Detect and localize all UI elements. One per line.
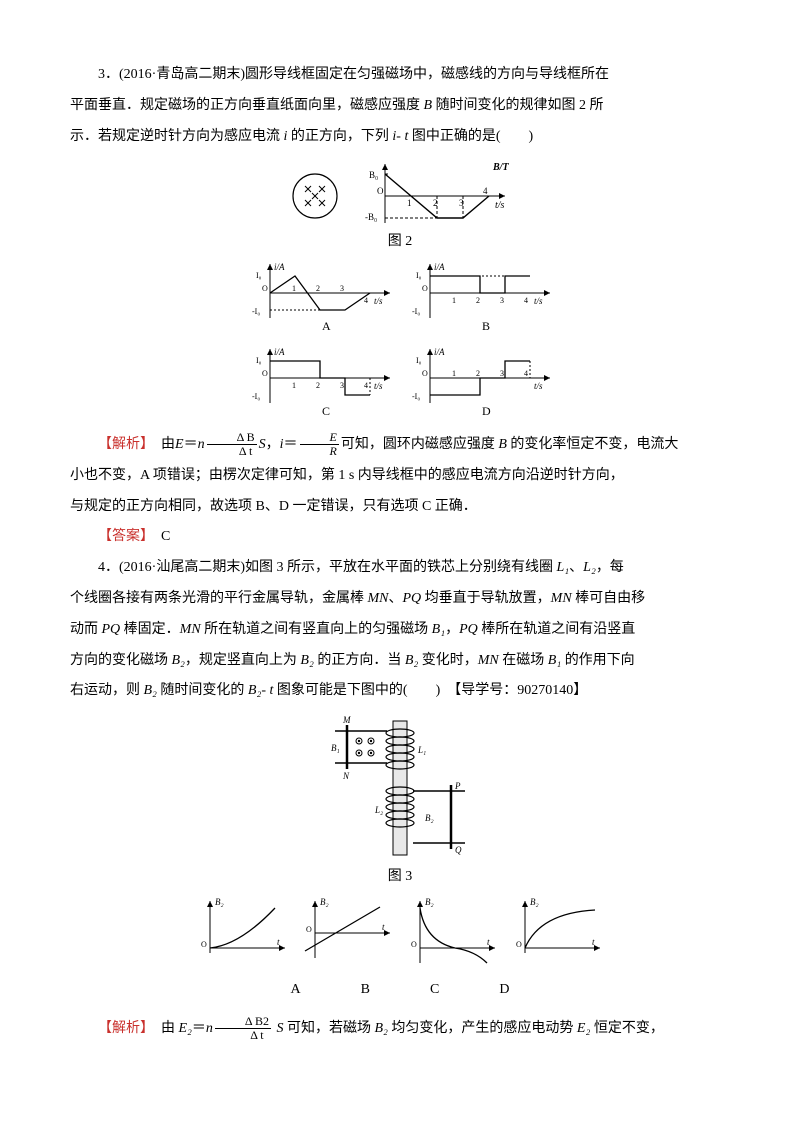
- svg-text:Q: Q: [455, 845, 462, 855]
- q3-text-line2: 平面垂直．规定磁场的正方向垂直纸面向里，磁感应强度 B 随时间变化的规律如图 2…: [70, 91, 730, 122]
- q4-number: 4．: [98, 560, 119, 575]
- svg-text:3: 3: [500, 296, 504, 305]
- svg-text:L₂: L₂: [374, 805, 383, 815]
- svg-text:1: 1: [452, 369, 456, 378]
- figure-2: B/T t/s B₀ -B₀ O 1 2 3 4: [70, 158, 730, 228]
- svg-text:O: O: [516, 940, 522, 949]
- q3-number: 3．: [98, 67, 119, 82]
- svg-text:t/s: t/s: [534, 296, 543, 306]
- q3-text-line3: 示．若规定逆时针方向为感应电流 i 的正方向，下列 i- t 图中正确的是( ): [70, 122, 730, 153]
- svg-text:B₀: B₀: [369, 170, 378, 180]
- svg-text:t/s: t/s: [495, 200, 505, 211]
- svg-text:O: O: [411, 940, 417, 949]
- svg-text:L₁: L₁: [417, 745, 426, 755]
- svg-text:D: D: [482, 404, 491, 418]
- svg-text:3: 3: [500, 369, 504, 378]
- svg-text:O: O: [422, 369, 428, 378]
- svg-text:t/s: t/s: [374, 296, 383, 306]
- svg-text:3: 3: [340, 381, 344, 390]
- svg-text:4: 4: [483, 186, 488, 196]
- svg-text:I₀: I₀: [416, 356, 422, 365]
- q4-text: 4．(2016·汕尾高二期末)如图 3 所示，平放在水平面的铁芯上分别绕有线圈 …: [70, 553, 730, 584]
- svg-text:-B₀: -B₀: [365, 212, 377, 222]
- svg-text:2: 2: [476, 296, 480, 305]
- svg-text:1: 1: [407, 198, 412, 208]
- figure-2-caption: 图 2: [70, 232, 730, 252]
- svg-text:O: O: [422, 284, 428, 293]
- svg-text:1: 1: [292, 284, 296, 293]
- svg-text:O: O: [201, 940, 207, 949]
- svg-text:2: 2: [476, 369, 480, 378]
- svg-text:B₂: B₂: [530, 897, 539, 907]
- svg-text:2: 2: [316, 284, 320, 293]
- svg-text:O: O: [262, 284, 268, 293]
- q3-analysis: 【解析】 由E＝nΔ BΔ tS，i＝ER可知，圆环内磁感应强度 B 的变化率恒…: [70, 430, 730, 461]
- svg-text:i/A: i/A: [274, 347, 285, 357]
- svg-text:4: 4: [524, 296, 528, 305]
- answer-label: 【答案】: [98, 529, 147, 544]
- svg-text:2: 2: [316, 381, 320, 390]
- svg-text:i/A: i/A: [434, 347, 445, 357]
- analysis-label: 【解析】: [98, 437, 147, 452]
- svg-text:P: P: [454, 781, 461, 791]
- q3-options: i/A t/s I₀ -I₀ O 1 2 3 4 A i/A t/s I₀ -I₀ O…: [70, 258, 730, 428]
- q3-source: (2016·青岛高二期末): [119, 67, 245, 82]
- svg-text:i/A: i/A: [434, 262, 445, 272]
- figure-3: M N B₁ L₁ L₂ P Q B₂: [70, 713, 730, 863]
- svg-text:4: 4: [524, 369, 528, 378]
- svg-text:-I₀: -I₀: [252, 392, 260, 401]
- figure-3-caption: 图 3: [70, 867, 730, 887]
- q3-text: 3．(2016·青岛高二期末)圆形导线框固定在匀强磁场中，磁感线的方向与导线框所…: [70, 60, 730, 91]
- svg-text:B/T: B/T: [492, 162, 509, 173]
- svg-text:O: O: [262, 369, 268, 378]
- svg-text:B₁: B₁: [331, 743, 340, 753]
- svg-text:O: O: [377, 186, 384, 196]
- svg-text:B₂: B₂: [425, 897, 434, 907]
- svg-text:B: B: [482, 319, 490, 333]
- svg-text:A: A: [322, 319, 331, 333]
- q3-analysis-line3: 与规定的正方向相同，故选项 B、D 一定错误，只有选项 C 正确．: [70, 492, 730, 523]
- svg-text:i/A: i/A: [274, 262, 285, 272]
- svg-text:N: N: [342, 771, 350, 781]
- svg-text:1: 1: [292, 381, 296, 390]
- svg-text:t/s: t/s: [534, 381, 543, 391]
- svg-text:1: 1: [452, 296, 456, 305]
- q3-answer: 【答案】 C: [70, 522, 730, 553]
- svg-text:-I₀: -I₀: [252, 307, 260, 316]
- svg-text:I₀: I₀: [256, 271, 262, 280]
- q4-option-labels: A B C D: [70, 975, 730, 1006]
- q4-source: (2016·汕尾高二期末): [119, 560, 245, 575]
- guide-number: 【导学号：90270140】: [454, 683, 587, 698]
- svg-text:M: M: [342, 715, 351, 725]
- svg-text:B₂: B₂: [215, 897, 224, 907]
- svg-text:4: 4: [364, 381, 368, 390]
- svg-text:I₀: I₀: [256, 356, 262, 365]
- svg-text:I₀: I₀: [416, 271, 422, 280]
- q4-options: B₂ t O B₂ t O B₂ t O B₂ t: [70, 893, 730, 973]
- svg-text:-I₀: -I₀: [412, 307, 420, 316]
- svg-text:C: C: [322, 404, 330, 418]
- svg-text:O: O: [306, 925, 312, 934]
- svg-text:-I₀: -I₀: [412, 392, 420, 401]
- svg-text:t/s: t/s: [374, 381, 383, 391]
- q4-analysis: 【解析】 由 E₂＝nΔ B2Δ t S 可知，若磁场 B₂ 均匀变化，产生的感…: [70, 1014, 730, 1045]
- svg-text:3: 3: [340, 284, 344, 293]
- svg-text:B₂: B₂: [425, 813, 434, 823]
- svg-text:B₂: B₂: [320, 897, 329, 907]
- q3-analysis-line2: 小也不变，A 项错误；由楞次定律可知，第 1 s 内导线框中的感应电流方向沿逆时…: [70, 461, 730, 492]
- analysis-label: 【解析】: [98, 1021, 147, 1036]
